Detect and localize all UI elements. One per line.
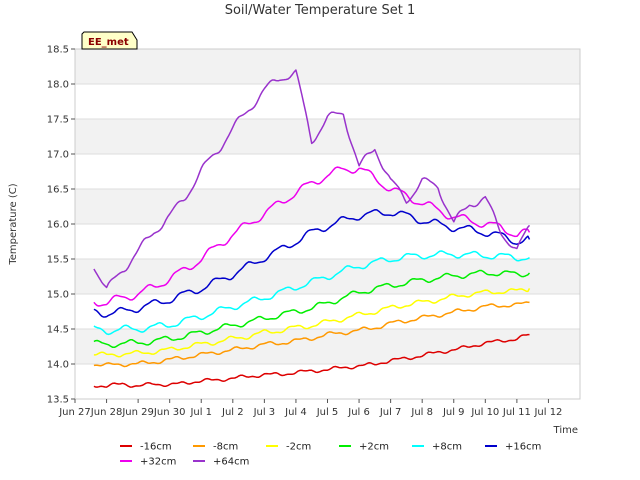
plot-band xyxy=(75,189,580,224)
plot-band xyxy=(75,329,580,364)
series-line--16cm xyxy=(93,333,530,388)
series-line-+16cm xyxy=(93,209,531,318)
series-line-+8cm xyxy=(93,250,530,336)
x-tick-label: Jul 4 xyxy=(284,407,307,418)
legend-label-+32cm: +32cm xyxy=(140,457,176,468)
y-tick-label: 16.5 xyxy=(47,185,69,196)
x-tick-label: Jul 2 xyxy=(221,407,244,418)
plot-background xyxy=(75,49,580,399)
legend-label--8cm: -8cm xyxy=(213,442,238,453)
x-tick-label: Jul 10 xyxy=(470,407,499,418)
plot-band xyxy=(75,259,580,294)
series-line-+2cm xyxy=(93,269,531,349)
x-tick-label: Jun 30 xyxy=(153,407,186,418)
series-line--2cm xyxy=(93,288,531,358)
axis-ticks: 13.5 14.0 14.5 15.0 15.5 16.0 16.5 17.0 17.5 18.0… xyxy=(47,45,581,418)
legend-label-+16cm: +16cm xyxy=(505,442,541,453)
y-tick-label: 13.5 xyxy=(47,395,69,406)
station-badge: EE_met xyxy=(81,31,138,50)
x-tick-label: Jul 5 xyxy=(316,407,339,418)
x-tick-label: Jul 7 xyxy=(379,407,402,418)
y-axis-label: Temperature (C) xyxy=(8,183,19,265)
station-badge-label: EE_met xyxy=(88,37,129,48)
legend-label--2cm: -2cm xyxy=(286,442,311,453)
x-tick-label: Jul 3 xyxy=(253,407,276,418)
y-tick-label: 15.5 xyxy=(47,255,69,266)
legend-label-+2cm: +2cm xyxy=(359,442,389,453)
plot-band xyxy=(75,154,580,189)
plot-band xyxy=(75,119,580,154)
x-tick-label: Jul 9 xyxy=(442,407,465,418)
y-tick-label: 16.0 xyxy=(47,220,69,231)
plot-band xyxy=(75,49,580,84)
x-tick-label: Jun 28 xyxy=(90,407,123,418)
x-tick-label: Jul 12 xyxy=(533,407,562,418)
y-tick-label: 18.0 xyxy=(47,80,69,91)
legend: -16cm -8cm -2cm +2cm +8cm +16cm +32cm +64cm xyxy=(120,442,541,468)
plot-band xyxy=(75,84,580,119)
y-tick-label: 14.0 xyxy=(47,360,69,371)
x-tick-label: Jul 8 xyxy=(410,407,433,418)
y-tick-label: 17.0 xyxy=(47,150,69,161)
x-tick-label: Jun 29 xyxy=(121,407,154,418)
series-line-+64cm xyxy=(93,69,531,289)
legend-label-+8cm: +8cm xyxy=(432,442,462,453)
series-lines xyxy=(93,69,531,388)
x-tick-label: Jul 1 xyxy=(189,407,212,418)
y-tick-label: 14.5 xyxy=(47,325,69,336)
station-badge-box xyxy=(81,31,138,50)
x-tick-label: Jun 27 xyxy=(58,407,91,418)
plot-band xyxy=(75,294,580,329)
y-tick-label: 17.5 xyxy=(47,115,69,126)
y-tick-label: 18.5 xyxy=(47,45,69,56)
plot-band xyxy=(75,364,580,399)
x-tick-label: Jul 11 xyxy=(502,407,531,418)
y-tick-label: 15.0 xyxy=(47,290,69,301)
series-line--8cm xyxy=(93,301,530,368)
chart-title: Soil/Water Temperature Set 1 xyxy=(225,3,416,18)
x-axis-label: Time xyxy=(553,425,578,436)
x-tick-label: Jul 6 xyxy=(347,407,370,418)
legend-label-+64cm: +64cm xyxy=(213,457,249,468)
series-line-+32cm xyxy=(93,166,531,307)
legend-label--16cm: -16cm xyxy=(140,442,172,453)
